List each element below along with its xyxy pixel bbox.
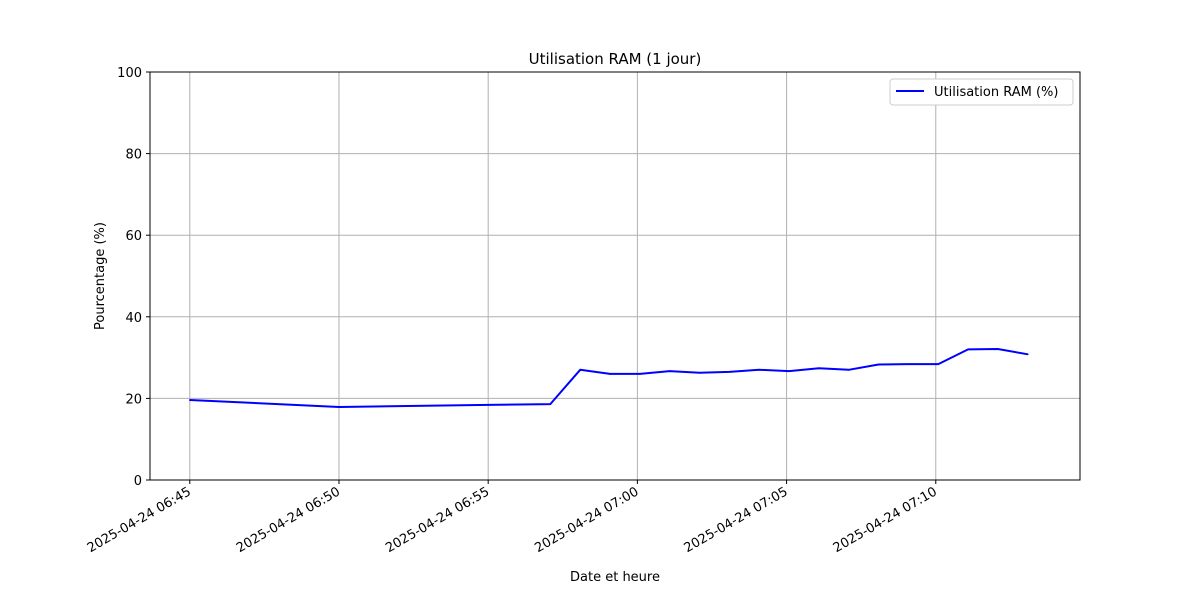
data-point: [579, 369, 581, 371]
data-point: [818, 367, 820, 370]
x-tick-label: 2025-04-24 06:55: [383, 484, 492, 556]
data-point: [997, 348, 999, 350]
x-tick-label: 2025-04-24 07:05: [682, 484, 791, 556]
x-tick-label: 2025-04-24 07:00: [532, 484, 641, 556]
data-point: [967, 348, 969, 351]
grid: [150, 71, 1080, 481]
data-point: [728, 371, 731, 373]
x-axis-label: Date et heure: [570, 570, 660, 585]
y-tick-label: 20: [125, 392, 142, 407]
data-point: [788, 370, 790, 372]
y-tick-label: 60: [125, 229, 142, 244]
x-tick-label: 2025-04-24 06:50: [234, 484, 343, 556]
data-point: [1026, 353, 1029, 356]
legend-label: Utilisation RAM (%): [934, 85, 1058, 100]
data-point: [609, 373, 611, 375]
data-point: [758, 369, 761, 371]
data-point: [907, 363, 910, 365]
y-axis-label: Pourcentage (%): [93, 222, 108, 330]
plot-area-frame: [149, 71, 1081, 481]
x-tick-label: 2025-04-24 07:10: [831, 484, 940, 556]
data-point: [937, 363, 940, 365]
data-point: [338, 406, 340, 408]
data-point: [188, 399, 191, 401]
data-point: [847, 369, 850, 371]
y-axis: 0 20 40 60 80 100: [117, 66, 150, 489]
y-tick-label: 40: [125, 311, 142, 326]
x-axis: 2025-04-24 06:45 2025-04-24 06:50 2025-04-…: [85, 480, 940, 556]
legend-box: [889, 78, 1074, 106]
data-point: [698, 371, 701, 374]
chart-title: Utilisation RAM (1 jour): [529, 50, 702, 68]
data-point: [639, 373, 641, 375]
x-tick-label: 2025-04-24 06:45: [85, 484, 194, 556]
data-point: [549, 403, 552, 405]
y-tick-label: 0: [134, 474, 142, 489]
data-point: [877, 363, 880, 366]
series-line: [189, 348, 1028, 408]
legend: Utilisation RAM (%): [889, 78, 1074, 106]
series-layer: [188, 348, 1029, 408]
data-point: [487, 404, 489, 406]
y-tick-label: 80: [125, 148, 142, 163]
y-tick-label: 100: [117, 66, 142, 81]
data-point: [668, 370, 671, 372]
